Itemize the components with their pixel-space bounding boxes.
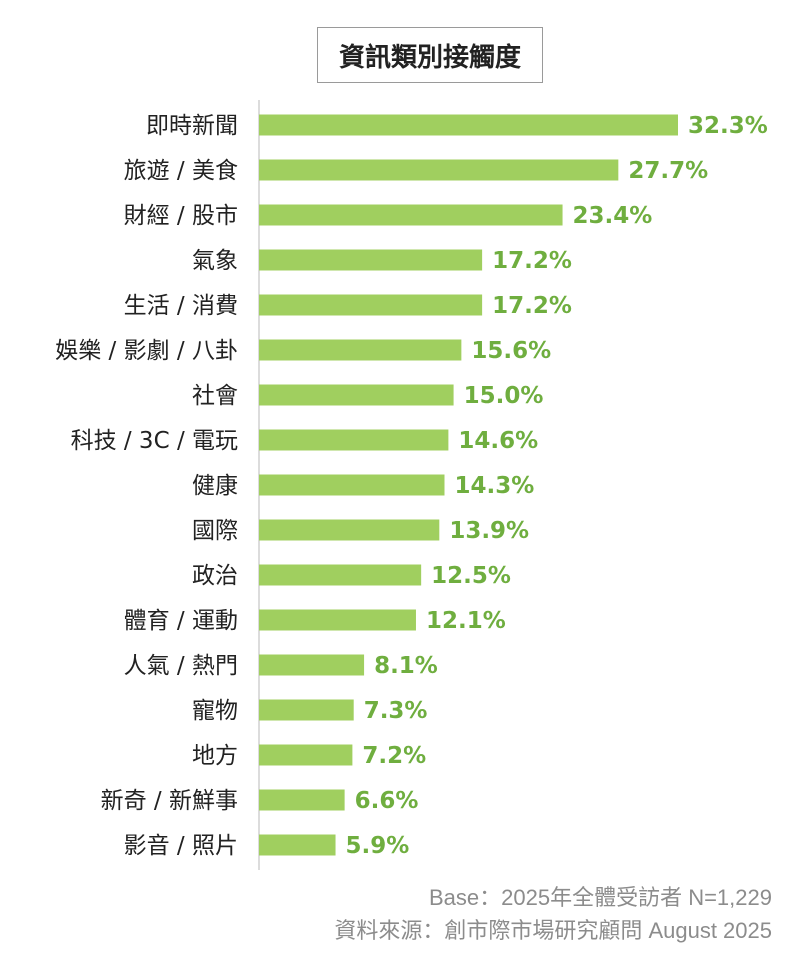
bar	[259, 204, 563, 226]
category-label: 政治	[192, 563, 238, 589]
category-label: 新奇 / 新鮮事	[101, 788, 238, 814]
value-label: 14.6%	[458, 428, 538, 454]
value-label: 15.6%	[471, 338, 551, 364]
bar	[259, 654, 365, 676]
category-label: 健康	[192, 473, 238, 499]
bar	[259, 609, 416, 631]
value-label: 14.3%	[455, 473, 535, 499]
category-label: 旅遊 / 美食	[124, 158, 238, 184]
category-label: 體育 / 運動	[124, 608, 238, 634]
value-label: 27.7%	[628, 158, 708, 184]
bar	[259, 564, 422, 586]
bar	[259, 339, 462, 361]
value-label: 7.3%	[364, 698, 428, 724]
category-label: 人氣 / 熱門	[124, 653, 238, 679]
chart-title: 資訊類別接觸度	[317, 27, 543, 83]
category-label: 寵物	[192, 698, 238, 724]
category-label: 即時新聞	[146, 113, 238, 139]
value-label: 5.9%	[346, 833, 410, 859]
bar	[259, 114, 678, 136]
value-label: 17.2%	[492, 293, 572, 319]
bar	[259, 699, 354, 721]
bar	[259, 834, 336, 856]
category-label: 影音 / 照片	[124, 833, 238, 859]
value-label: 12.5%	[431, 563, 511, 589]
category-label: 社會	[192, 383, 238, 409]
category-label: 氣象	[192, 248, 238, 274]
category-label: 娛樂 / 影劇 / 八卦	[55, 338, 238, 364]
value-label: 32.3%	[688, 113, 768, 139]
bar	[259, 294, 483, 316]
footer-source: 資料來源：創市際市場研究顧問 August 2025	[334, 918, 772, 943]
value-label: 23.4%	[573, 203, 653, 229]
bar	[259, 159, 619, 181]
bar	[259, 519, 440, 541]
category-label: 地方	[192, 743, 238, 769]
value-label: 8.1%	[374, 653, 438, 679]
category-label: 生活 / 消費	[124, 293, 238, 319]
category-label: 科技 / 3C / 電玩	[71, 428, 238, 454]
value-label: 12.1%	[426, 608, 506, 634]
value-label: 17.2%	[492, 248, 572, 274]
value-label: 6.6%	[355, 788, 419, 814]
bar	[259, 429, 449, 451]
bar	[259, 744, 353, 766]
bar	[259, 474, 445, 496]
bar-chart: 即時新聞 32.3% 旅遊 / 美食 27.7% 財經 / 股市 23.4% 氣象 17.2%…	[55, 100, 768, 870]
bar	[259, 789, 345, 811]
category-label: 國際	[192, 518, 238, 544]
bar	[259, 384, 454, 406]
value-label: 7.2%	[362, 743, 426, 769]
footer-base: Base：2025年全體受訪者 N=1,229	[429, 885, 772, 910]
value-label: 13.9%	[449, 518, 529, 544]
value-label: 15.0%	[464, 383, 544, 409]
category-label: 財經 / 股市	[124, 203, 238, 229]
bar	[259, 249, 483, 271]
